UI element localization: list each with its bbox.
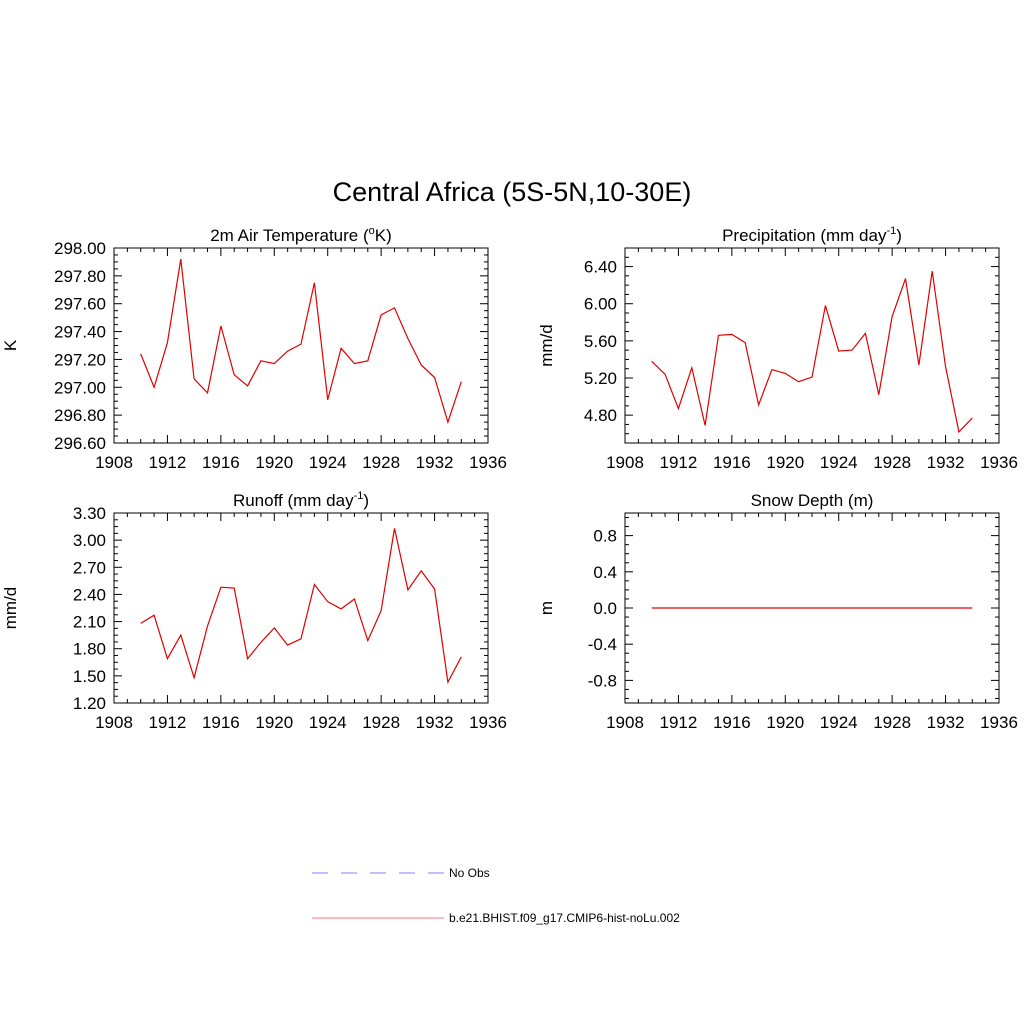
- plot-frame: [113, 512, 489, 704]
- panel-snow-depth: Snow Depth (m) 1908 1912 1916 1920 1924 1928 19…: [537, 491, 1018, 732]
- x-tick-label: 1936: [469, 713, 507, 732]
- x-tick-label: 1908: [95, 713, 133, 732]
- panel-title-end: K): [375, 226, 392, 245]
- x-tick-label: 1912: [149, 713, 187, 732]
- y-tick-label: 5.60: [584, 332, 617, 351]
- plot-frame: [113, 247, 489, 444]
- x-tick-label: 1916: [202, 453, 240, 472]
- y-tick-label: 2.10: [73, 613, 106, 632]
- y-tick-label: 296.80: [54, 406, 106, 425]
- legend: No Obs b.e21.BHIST.f09_g17.CMIP6-hist-no…: [312, 866, 680, 925]
- x-tick-label: 1908: [95, 453, 133, 472]
- y-axis-label: K: [1, 339, 20, 351]
- series-line-runoff: [140, 528, 462, 685]
- panel-precipitation: Precipitation (mm day-1) 1908 1912 1916 1920…: [537, 225, 1018, 472]
- panel-title-main: 2m Air Temperature (: [210, 226, 369, 245]
- panel-title-end: ): [363, 491, 369, 510]
- y-tick-label: 6.40: [584, 258, 617, 277]
- panel-temperature: 2m Air Temperature (oK) 1908 1912 1916 1920 1…: [1, 225, 507, 472]
- y-tick-label: -0.4: [588, 635, 617, 654]
- panel-title-sup: o: [369, 225, 375, 237]
- y-tick-label: 0.4: [593, 563, 617, 582]
- y-tick-label: 297.20: [54, 350, 106, 369]
- x-tick-label: 1932: [416, 453, 454, 472]
- y-tick-label: 0.0: [593, 599, 617, 618]
- y-tick-label: 297.60: [54, 295, 106, 314]
- legend-label-model: b.e21.BHIST.f09_g17.CMIP6-hist-noLu.002: [449, 911, 680, 925]
- x-tick-label: 1912: [660, 453, 698, 472]
- x-tick-label: 1924: [820, 713, 858, 732]
- x-tick-label: 1920: [255, 713, 293, 732]
- y-tick-label: 3.30: [73, 504, 106, 523]
- y-tick-label: 5.20: [584, 369, 617, 388]
- panels: 2m Air Temperature (oK)1908 1912 1916 1920 1…: [1, 225, 1018, 732]
- x-tick-label: 1920: [766, 713, 804, 732]
- x-tick-label: 1916: [202, 713, 240, 732]
- y-tick-label: 298.00: [54, 239, 106, 258]
- panel-title-temperature: 2m Air Temperature (oK): [210, 225, 392, 245]
- x-tick-label: 1924: [309, 453, 347, 472]
- y-tick-label: 1.80: [73, 640, 106, 659]
- x-tick-label: 1936: [469, 453, 507, 472]
- x-tick-label: 1936: [980, 713, 1018, 732]
- panel-title-sup: -1: [354, 490, 364, 502]
- y-tick-label: 2.70: [73, 558, 106, 577]
- panel-title-main: Snow Depth (m): [751, 491, 874, 510]
- x-tick-label: 1912: [660, 713, 698, 732]
- panel-title-end: ): [896, 226, 902, 245]
- x-tick-label: 1920: [766, 453, 804, 472]
- x-tick-label: 1916: [713, 453, 751, 472]
- x-tick-label: 1908: [606, 713, 644, 732]
- y-tick-label: 297.40: [54, 323, 106, 342]
- x-tick-label: 1932: [416, 713, 454, 732]
- x-tick-label: 1928: [362, 713, 400, 732]
- y-tick-label: 4.80: [584, 406, 617, 425]
- y-tick-label: 1.20: [73, 694, 106, 713]
- series-line-temperature: [140, 259, 462, 425]
- panel-runoff: Runoff (mm day-1) 1908 1912 1916 1920 1924 192…: [1, 490, 507, 732]
- y-tick-label: 6.00: [584, 295, 617, 314]
- x-tick-label: 1916: [713, 713, 751, 732]
- figure-title: Central Africa (5S-5N,10-30E): [333, 177, 692, 207]
- x-tick-label: 1924: [309, 713, 347, 732]
- panel-title-precipitation: Precipitation (mm day-1): [722, 225, 902, 245]
- x-tick-label: 1936: [980, 453, 1018, 472]
- y-tick-label: -0.8: [588, 671, 617, 690]
- x-tick-label: 1928: [362, 453, 400, 472]
- y-tick-label: 296.60: [54, 434, 106, 453]
- y-axis-label: mm/d: [537, 324, 556, 367]
- y-tick-label: 3.00: [73, 531, 106, 550]
- y-tick-label: 0.8: [593, 527, 617, 546]
- x-tick-label: 1924: [820, 453, 858, 472]
- x-tick-label: 1928: [873, 453, 911, 472]
- y-axis-label: m: [537, 601, 556, 615]
- x-tick-label: 1908: [606, 453, 644, 472]
- y-tick-label: 297.00: [54, 378, 106, 397]
- y-tick-label: 2.40: [73, 585, 106, 604]
- x-tick-label: 1912: [149, 453, 187, 472]
- y-tick-label: 297.80: [54, 267, 106, 286]
- x-tick-label: 1928: [873, 713, 911, 732]
- panel-title-snow-depth: Snow Depth (m): [751, 491, 874, 510]
- y-axis-label: mm/d: [1, 587, 20, 630]
- series-line-precipitation: [651, 271, 973, 434]
- x-tick-label: 1920: [255, 453, 293, 472]
- panel-title-runoff: Runoff (mm day-1): [233, 490, 369, 510]
- panel-title-main: Runoff (mm day: [233, 491, 354, 510]
- panel-title-sup: -1: [886, 225, 896, 237]
- x-tick-label: 1932: [927, 713, 965, 732]
- x-tick-label: 1932: [927, 453, 965, 472]
- legend-label-no-obs: No Obs: [449, 866, 490, 880]
- y-tick-label: 1.50: [73, 667, 106, 686]
- panel-title-main: Precipitation (mm day: [722, 226, 887, 245]
